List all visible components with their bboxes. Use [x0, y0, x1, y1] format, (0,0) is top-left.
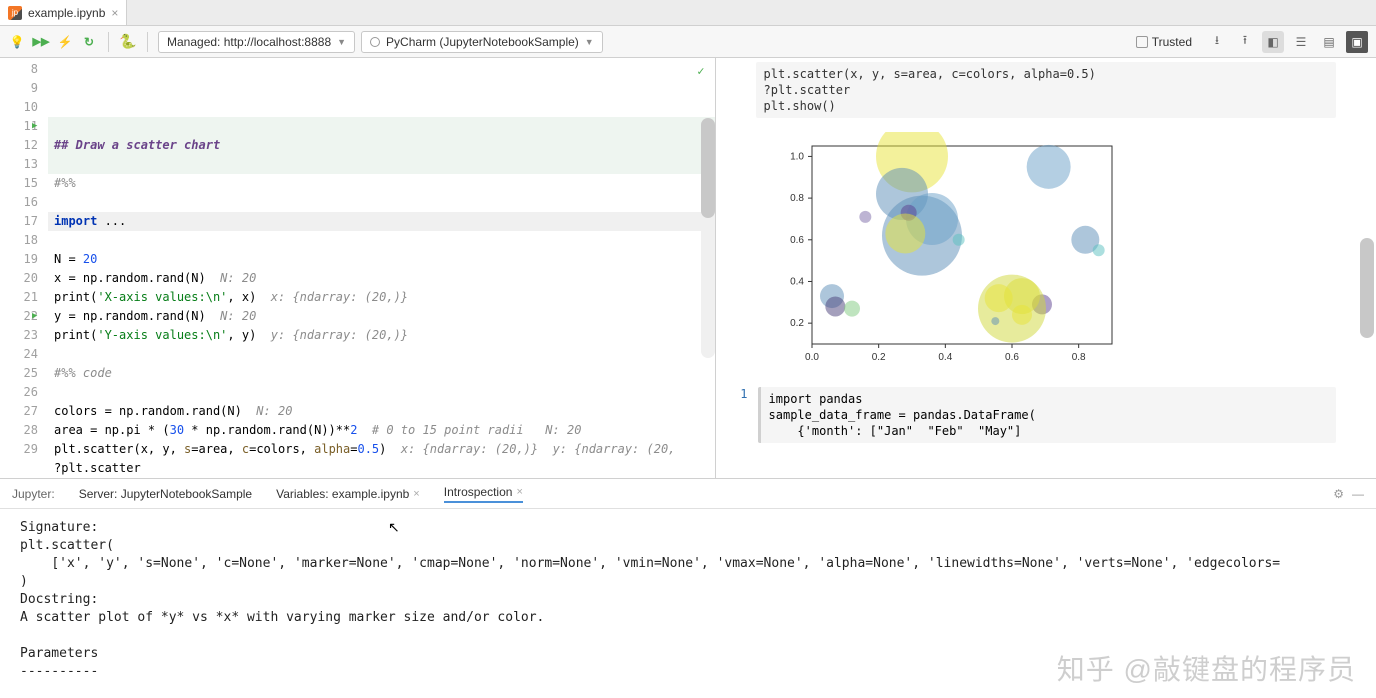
svg-text:0.0: 0.0: [805, 352, 819, 363]
python-icon[interactable]: 🐍: [119, 33, 137, 51]
watermark-text: 知乎 @敲键盘的程序员: [1057, 648, 1356, 688]
restart-kernel-icon[interactable]: ↻: [80, 33, 98, 51]
tool-window-actions: ⚙ —: [1333, 487, 1364, 501]
file-tab-example[interactable]: jp example.ipynb ×: [0, 0, 127, 25]
server-dropdown-label: Managed: http://localhost:8888: [167, 35, 331, 49]
svg-text:0.4: 0.4: [790, 276, 804, 287]
minimize-icon[interactable]: —: [1352, 487, 1364, 501]
close-tab-icon[interactable]: ×: [111, 6, 118, 20]
input-cell: 1 import pandas sample_data_frame = pand…: [728, 387, 1336, 443]
kernel-dropdown-label: PyCharm (JupyterNotebookSample): [386, 35, 579, 49]
scatter-chart-svg: 0.0 0.2 0.4 0.6 0.8 0.2 0.4 0.6 0.8 1.0: [766, 132, 1126, 372]
editor-tab-bar: jp example.ipynb ×: [0, 0, 1376, 26]
close-icon[interactable]: ×: [516, 486, 522, 498]
mouse-cursor-icon: ↖: [388, 519, 400, 536]
jupyter-file-icon: jp: [8, 6, 22, 20]
kernel-status-icon: [370, 37, 380, 47]
move-cell-down-icon[interactable]: ⭳: [1206, 31, 1228, 53]
detail-view-icon[interactable]: ▤: [1318, 31, 1340, 53]
list-view-icon[interactable]: ☰: [1290, 31, 1312, 53]
jupyter-label: Jupyter:: [12, 487, 55, 501]
preview-scrollbar[interactable]: [1360, 238, 1374, 338]
image-view-icon[interactable]: ▣: [1346, 31, 1368, 53]
svg-text:0.2: 0.2: [790, 318, 804, 329]
editor-scrollbar[interactable]: [701, 118, 715, 358]
chevron-down-icon: ▼: [337, 37, 346, 47]
fast-run-icon[interactable]: ⚡: [56, 33, 74, 51]
svg-text:0.6: 0.6: [790, 235, 804, 246]
input-code[interactable]: import pandas sample_data_frame = pandas…: [758, 387, 1336, 443]
tab-variables[interactable]: Variables: example.ipynb ×: [276, 487, 420, 501]
svg-text:0.6: 0.6: [1005, 352, 1019, 363]
main-split: 891011▶12131516171819202122▶232425262728…: [0, 58, 1376, 478]
server-dropdown[interactable]: Managed: http://localhost:8888 ▼: [158, 31, 355, 53]
move-cell-up-icon[interactable]: ⭱: [1234, 31, 1256, 53]
file-tab-label: example.ipynb: [28, 6, 105, 20]
code-area[interactable]: ✓ ## Draw a scatter chart#%%import ...N …: [48, 58, 715, 478]
svg-text:0.4: 0.4: [938, 352, 952, 363]
tab-server[interactable]: Server: JupyterNotebookSample: [79, 487, 252, 501]
close-icon[interactable]: ×: [413, 488, 419, 500]
toolbar-separator-2: [147, 32, 148, 52]
preview-toggle-icon[interactable]: ◧: [1262, 31, 1284, 53]
svg-text:1.0: 1.0: [790, 151, 804, 162]
tool-window-tabs: Jupyter: Server: JupyterNotebookSample V…: [0, 479, 1376, 509]
svg-text:0.2: 0.2: [871, 352, 885, 363]
code-editor-pane: 891011▶12131516171819202122▶232425262728…: [0, 58, 716, 478]
svg-text:0.8: 0.8: [1071, 352, 1085, 363]
scatter-chart: 0.0 0.2 0.4 0.6 0.8 0.2 0.4 0.6 0.8 1.0: [766, 132, 1376, 375]
gear-icon[interactable]: ⚙: [1333, 487, 1344, 501]
trusted-label: Trusted: [1152, 35, 1192, 49]
bulb-icon[interactable]: 💡: [8, 33, 26, 51]
kernel-dropdown[interactable]: PyCharm (JupyterNotebookSample) ▼: [361, 31, 603, 53]
chevron-down-icon: ▼: [585, 37, 594, 47]
run-all-icon[interactable]: ▶▶: [32, 33, 50, 51]
preview-code-block: plt.scatter(x, y, s=area, c=colors, alph…: [756, 62, 1336, 118]
trusted-checkbox[interactable]: Trusted: [1136, 35, 1192, 49]
input-prompt-number: 1: [728, 387, 748, 443]
svg-text:0.8: 0.8: [790, 193, 804, 204]
notebook-toolbar: 💡 ▶▶ ⚡ ↻ 🐍 Managed: http://localhost:888…: [0, 26, 1376, 58]
toolbar-separator-1: [108, 32, 109, 52]
output-preview-pane: plt.scatter(x, y, s=area, c=colors, alph…: [716, 58, 1376, 478]
checkbox-icon: [1136, 36, 1148, 48]
toolbar-right-group: Trusted ⭳ ⭱ ◧ ☰ ▤ ▣: [1136, 31, 1368, 53]
check-ok-icon: ✓: [697, 62, 704, 81]
line-number-gutter: 891011▶12131516171819202122▶232425262728…: [0, 58, 48, 478]
tab-introspection[interactable]: Introspection ×: [444, 485, 523, 503]
